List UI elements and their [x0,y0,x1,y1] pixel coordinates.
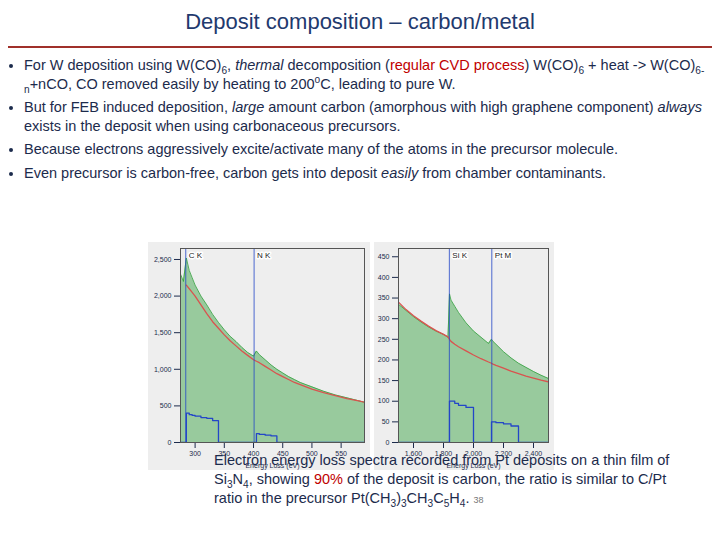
svg-text:1,000: 1,000 [154,366,172,373]
html-text:For W deposition using W(CO)6,: For W deposition using W(CO)6, thermal d… [24,57,705,95]
svg-text:0: 0 [386,439,390,446]
html-text:Deposit composition – carbon/m: Deposit composition – carbon/metal [185,9,535,34]
svg-text:500: 500 [160,402,172,409]
html-text:exists in the deposit when usi: exists in the deposit when using carbona… [24,117,401,134]
svg-text:Pt M: Pt M [495,251,512,260]
svg-text:100: 100 [378,397,390,404]
html-text:Because electrons aggressively: Because electrons aggressively excite/ac… [24,141,618,158]
svg-text:0: 0 [168,439,172,446]
svg-text:C K: C K [189,251,203,260]
svg-text:150: 150 [378,377,390,384]
svg-text:1,500: 1,500 [154,329,172,336]
svg-text:450: 450 [378,253,390,260]
html-text:Even precursor is carbon-free,: Even precursor is carbon-free, carbon ge… [24,164,606,181]
svg-text:50: 50 [382,418,390,425]
svg-text:N K: N K [257,251,271,260]
svg-text:400: 400 [378,274,390,281]
svg-text:300: 300 [189,450,201,457]
svg-text:2,500: 2,500 [154,256,172,263]
html-text:Electron energy loss spectra r: Electron energy loss spectra recorded fr… [214,452,670,509]
svg-text:2,000: 2,000 [154,292,172,299]
html-text:But for FEB induced deposition: But for FEB induced deposition, large am… [24,99,702,116]
svg-text:350: 350 [378,294,390,301]
svg-text:200: 200 [378,356,390,363]
svg-text:Si K: Si K [452,251,467,260]
svg-text:300: 300 [378,315,390,322]
svg-text:250: 250 [378,336,390,343]
